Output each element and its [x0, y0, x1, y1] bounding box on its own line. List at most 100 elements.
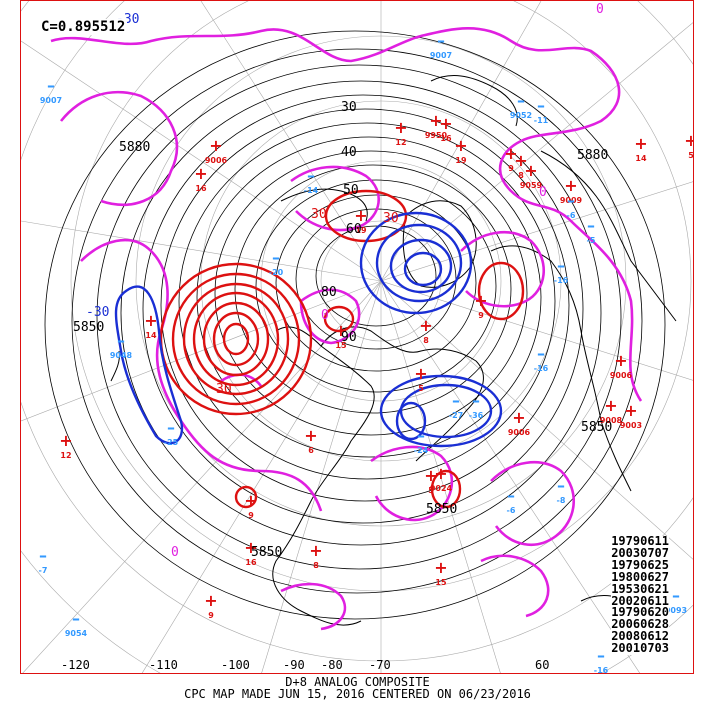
analog-date: 20030707: [611, 545, 669, 560]
station-value: 9: [478, 311, 484, 320]
longitude-label: -120: [61, 658, 90, 672]
station-value: 9003: [620, 421, 642, 430]
station-positive: +9003: [620, 401, 642, 430]
longitude-label: -100: [221, 658, 250, 672]
footer-subtitle: CPC MAP MADE JUN 15, 2016 CENTERED ON 06…: [184, 687, 531, 701]
station-negative: –9052: [510, 91, 532, 120]
minus-icon: –: [39, 546, 47, 565]
minus-icon: –: [72, 609, 80, 628]
station-positive: +9006: [610, 351, 633, 380]
analog-date: 19790620: [611, 605, 669, 620]
station-markers: +9006+12+16+9950+19+9059+16+9+8+14+5+19+…: [39, 31, 694, 673]
station-positive: +14: [634, 134, 647, 163]
station-value: 9048: [110, 351, 133, 360]
station-value: 16: [440, 134, 452, 143]
station-negative: –9007: [430, 31, 452, 60]
station-value: -7: [39, 566, 48, 575]
analog-date: 20080612: [611, 629, 669, 644]
station-negative: –-7: [39, 546, 48, 575]
station-positive: +8: [419, 316, 432, 345]
plus-icon: +: [454, 136, 467, 155]
station-positive: +9950: [425, 111, 448, 140]
contour-labels: 588058505850588058505850304050608090000-…: [73, 2, 612, 560]
station-value: -6: [567, 211, 576, 220]
contour-label: -30: [86, 305, 109, 320]
minus-icon: –: [537, 344, 545, 363]
minus-icon: –: [417, 426, 425, 445]
station-positive: +9006: [508, 408, 531, 437]
plus-icon: +: [634, 134, 647, 153]
station-positive: +9059: [520, 161, 543, 190]
plus-icon: +: [474, 291, 487, 310]
station-negative: –9054: [65, 609, 88, 638]
station-value: 9006: [508, 428, 531, 437]
plus-icon: +: [524, 161, 537, 180]
minus-icon: –: [47, 76, 55, 95]
plus-icon: +: [414, 364, 427, 383]
station-value: 19: [355, 226, 367, 235]
station-value: -11: [534, 116, 549, 125]
station-positive: +9: [244, 491, 257, 520]
station-value: 8: [313, 561, 319, 570]
height-contours: [44, 30, 666, 620]
station-negative: –-16: [594, 646, 609, 673]
station-value: -16: [534, 364, 549, 373]
station-value: 9093: [665, 606, 687, 615]
zero-anomaly-contours: [50, 27, 643, 631]
station-value: 9008: [600, 416, 623, 425]
station-value: 19: [455, 156, 467, 165]
analog-date: 20010703: [611, 641, 669, 656]
station-positive: +16: [194, 164, 207, 193]
station-value: 5: [688, 151, 694, 160]
station-value: 16: [245, 558, 257, 567]
station-positive: +14: [144, 311, 157, 340]
station-value: -14: [304, 186, 319, 195]
minus-icon: –: [517, 91, 525, 110]
station-value: 9059: [520, 181, 543, 190]
plus-icon: +: [604, 396, 617, 415]
station-positive: +16: [244, 538, 257, 567]
correlation-label: C=0.895512: [39, 19, 128, 35]
contour-label: 0: [171, 545, 179, 560]
plus-icon: +: [419, 316, 432, 335]
station-value: -6: [507, 506, 516, 515]
footer-title: D+8 ANALOG COMPOSITE: [285, 675, 430, 689]
minus-icon: –: [597, 646, 605, 665]
analog-date: 19790611: [611, 534, 669, 548]
plus-icon: +: [504, 144, 517, 163]
station-value: 14: [145, 331, 157, 340]
minus-icon: –: [557, 256, 565, 275]
contour-label: 30: [383, 211, 399, 226]
station-negative: –-16: [554, 256, 569, 285]
contour-label: 30: [341, 100, 357, 115]
station-positive: +9009: [560, 176, 583, 205]
plus-icon: +: [59, 431, 72, 450]
longitude-label: 60: [535, 658, 550, 672]
station-value: 8: [423, 336, 429, 345]
plus-icon: +: [309, 541, 322, 560]
station-value: -16: [554, 276, 569, 285]
station-value: 16: [195, 184, 207, 193]
station-negative: –-25: [164, 418, 179, 447]
station-value: 15: [335, 341, 347, 350]
analog-date: 19800627: [611, 569, 669, 584]
plus-icon: +: [204, 591, 217, 610]
longitude-label: -110: [149, 658, 178, 672]
station-positive: +15: [334, 321, 347, 350]
station-negative: –9093: [665, 586, 687, 615]
minus-icon: –: [117, 331, 125, 350]
station-positive: +9008: [600, 396, 623, 425]
station-positive: +9: [504, 144, 517, 173]
station-positive: +19: [454, 136, 467, 165]
contour-label: 5850: [73, 320, 104, 335]
station-value: 9007: [40, 96, 62, 105]
station-positive: +16: [439, 114, 452, 143]
minus-icon: –: [537, 96, 545, 115]
minus-icon: –: [567, 191, 575, 210]
plus-icon: +: [244, 491, 257, 510]
station-negative: –-14: [304, 166, 319, 195]
station-positive: +12: [59, 431, 72, 460]
minus-icon: –: [472, 391, 480, 410]
station-value: 9052: [510, 111, 532, 120]
station-positive: +9: [474, 291, 487, 320]
